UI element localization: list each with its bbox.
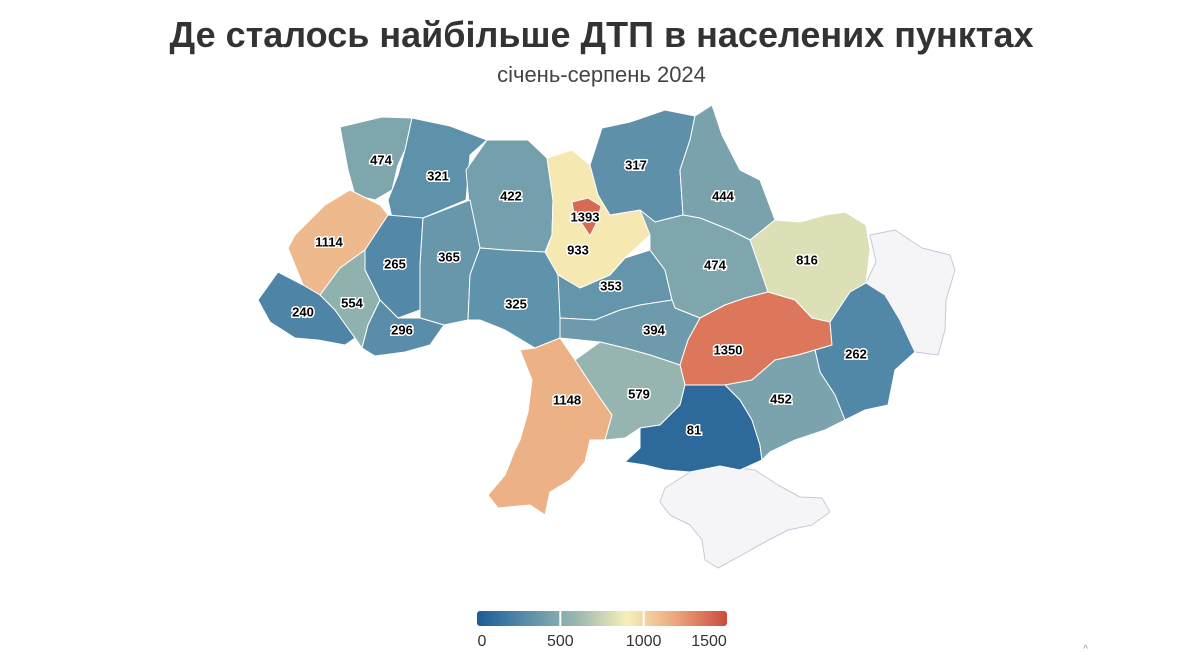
region-label-volyn: 474 xyxy=(370,152,392,167)
region-label-poltava: 474 xyxy=(704,257,726,272)
legend-tick-label: 500 xyxy=(547,633,574,650)
region-label-khmelnytskyi: 365 xyxy=(438,249,460,264)
region-crimea[interactable] xyxy=(659,465,831,569)
legend-tick-label: 1000 xyxy=(626,633,662,650)
region-label-odesa: 1148 xyxy=(553,392,581,407)
region-label-ivano-frankivsk: 554 xyxy=(341,295,363,310)
region-chernivtsi[interactable] xyxy=(361,299,445,357)
color-legend: 0 500 1000 1500 xyxy=(477,611,727,650)
corner-mark: ^ xyxy=(1083,644,1088,655)
region-label-zhytomyr: 422 xyxy=(500,188,522,203)
region-label-vinnytsia: 325 xyxy=(505,296,527,311)
region-label-sumy: 444 xyxy=(712,188,734,203)
region-zaporizhzhia[interactable] xyxy=(724,349,846,461)
region-label-layer: 474 321 422 933 1393 317 444 816 1114 265 365 325 35… xyxy=(291,151,869,439)
region-kyiv-city[interactable] xyxy=(571,197,602,237)
legend-color-bar xyxy=(477,611,727,626)
map-subtitle: січень-серпень 2024 xyxy=(497,62,706,87)
region-label-kharkiv: 816 xyxy=(796,252,818,267)
region-volyn[interactable] xyxy=(339,116,413,201)
region-label-rivne: 321 xyxy=(427,168,449,183)
region-label-kyiv-oblast: 933 xyxy=(567,242,589,257)
map-title: Де сталось найбільше ДТП в населених пун… xyxy=(169,14,1034,55)
region-label-cherkasy: 353 xyxy=(600,278,622,293)
region-label-kherson: 81 xyxy=(687,422,701,437)
region-label-zaporizhzhia: 452 xyxy=(770,391,792,406)
region-label-donetsk: 262 xyxy=(845,346,867,361)
region-label-mykolaiv: 579 xyxy=(628,386,650,401)
region-layer xyxy=(257,104,956,569)
region-label-kirovohrad: 394 xyxy=(643,322,665,337)
legend-tick-label: 1500 xyxy=(691,633,727,650)
region-label-lviv: 1114 xyxy=(315,234,343,249)
region-label-dnipropetrovsk: 1350 xyxy=(714,342,743,357)
region-label-chernivtsi: 296 xyxy=(391,322,413,337)
region-label-kyiv-city: 1393 xyxy=(571,209,600,224)
region-label-ternopil: 265 xyxy=(384,256,406,271)
region-label-chernihiv: 317 xyxy=(625,157,647,172)
legend-tick-label: 0 xyxy=(478,633,487,650)
region-label-zakarpattia: 240 xyxy=(292,304,314,319)
